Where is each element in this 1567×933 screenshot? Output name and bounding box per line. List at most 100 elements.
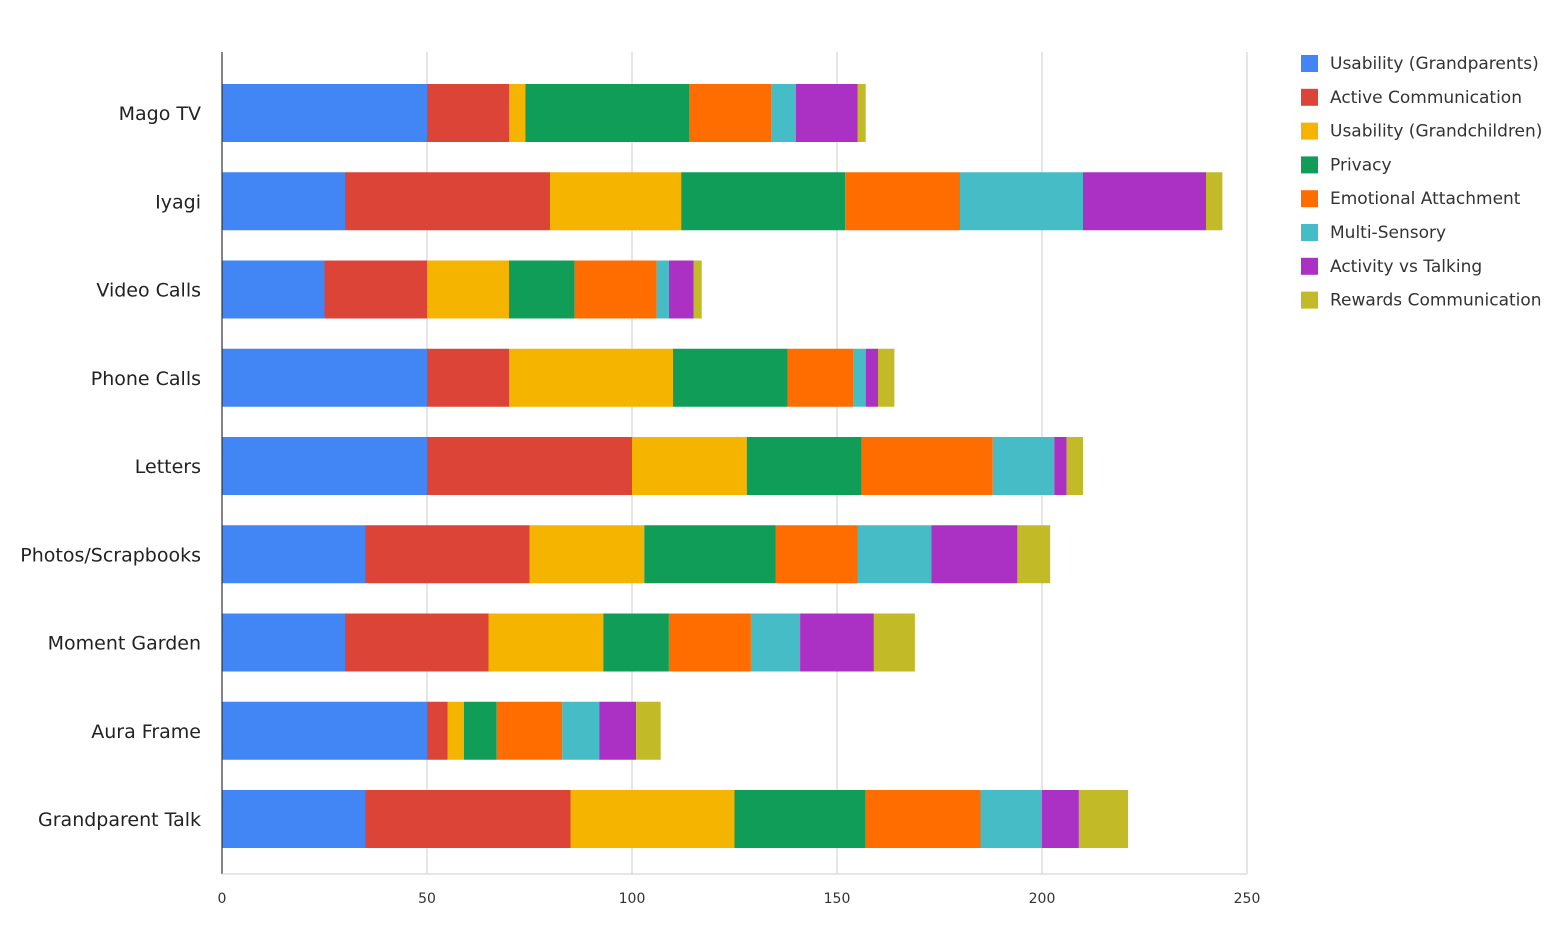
category-label: Grandparent Talk xyxy=(38,809,201,831)
bar-photos-scrapbooks-rewards-communication xyxy=(1017,525,1051,584)
legend-label-usability-grandchildren: Usability (Grandchildren) xyxy=(1330,122,1542,142)
bar-aura-frame-usability-grandparents xyxy=(222,701,427,760)
bar-video-calls-active-communication xyxy=(324,260,427,319)
bar-video-calls-multi-sensory xyxy=(656,260,669,319)
bar-mago-tv-usability-grandchildren xyxy=(509,84,526,142)
bar-grandparent-talk-multi-sensory xyxy=(980,790,1042,848)
bar-iyagi-usability-grandparents xyxy=(222,172,345,231)
bar-photos-scrapbooks-privacy xyxy=(644,525,776,584)
bar-mago-tv-privacy xyxy=(525,84,690,142)
bar-moment-garden-emotional-attachment xyxy=(668,613,751,672)
bar-aura-frame-activity-vs-talking xyxy=(599,701,637,760)
bar-grandparent-talk-active-communication xyxy=(365,790,571,848)
x-tick-labels: 0 50 100 150 200 250 xyxy=(218,891,1261,907)
category-label: Phone Calls xyxy=(91,368,201,390)
legend-swatch-privacy xyxy=(1301,156,1318,174)
bar-grandparent-talk-usability-grandparents xyxy=(222,790,366,848)
bar-video-calls-rewards-communication xyxy=(693,260,702,319)
legend-label-multi-sensory: Multi-Sensory xyxy=(1330,223,1446,243)
legend-label-rewards-communication: Rewards Communication xyxy=(1330,291,1542,311)
bar-letters-usability-grandchildren xyxy=(632,437,747,495)
bar-mago-tv-activity-vs-talking xyxy=(796,84,858,142)
category-label: Video Calls xyxy=(96,280,201,302)
bar-letters-activity-vs-talking xyxy=(1054,437,1067,495)
bar-moment-garden-usability-grandchildren xyxy=(488,613,604,672)
bar-grandparent-talk-activity-vs-talking xyxy=(1042,790,1079,848)
bar-aura-frame-usability-grandchildren xyxy=(447,701,464,760)
x-tick-label: 250 xyxy=(1234,891,1261,907)
bar-video-calls-activity-vs-talking xyxy=(668,260,694,319)
bar-aura-frame-active-communication xyxy=(427,701,448,760)
category-label: Iyagi xyxy=(155,191,201,213)
bar-mago-tv-usability-grandparents xyxy=(222,84,427,142)
x-tick-label: 50 xyxy=(418,891,436,907)
bar-photos-scrapbooks-activity-vs-talking xyxy=(931,525,1018,584)
bar-grandparent-talk-usability-grandchildren xyxy=(570,790,735,848)
bar-phone-calls-active-communication xyxy=(427,348,509,407)
bar-phone-calls-emotional-attachment xyxy=(787,348,854,407)
category-label: Mago TV xyxy=(119,103,201,125)
bar-moment-garden-active-communication xyxy=(345,613,489,672)
bar-mago-tv-multi-sensory xyxy=(771,84,796,142)
bar-iyagi-activity-vs-talking xyxy=(1083,172,1206,231)
bar-iyagi-active-communication xyxy=(345,172,550,231)
legend-label-privacy: Privacy xyxy=(1330,155,1392,175)
bar-moment-garden-activity-vs-talking xyxy=(800,613,874,672)
legend-label-usability-grandparents: Usability (Grandparents) xyxy=(1330,54,1539,74)
x-tick-label: 100 xyxy=(619,891,646,907)
bar-grandparent-talk-emotional-attachment xyxy=(865,790,981,848)
bar-photos-scrapbooks-multi-sensory xyxy=(857,525,932,584)
bar-moment-garden-usability-grandparents xyxy=(222,613,345,672)
bar-aura-frame-privacy xyxy=(463,701,497,760)
bar-video-calls-privacy xyxy=(509,260,575,319)
bar-phone-calls-usability-grandchildren xyxy=(509,348,673,407)
bars xyxy=(222,84,1223,848)
legend-label-emotional-attachment: Emotional Attachment xyxy=(1330,189,1521,209)
bar-phone-calls-activity-vs-talking xyxy=(865,348,878,407)
category-label: Letters xyxy=(135,456,201,478)
legend-swatch-emotional-attachment xyxy=(1301,190,1318,208)
legend-label-active-communication: Active Communication xyxy=(1330,88,1522,108)
bar-moment-garden-multi-sensory xyxy=(750,613,801,672)
bar-video-calls-usability-grandparents xyxy=(222,260,325,319)
category-label: Photos/Scrapbooks xyxy=(20,544,201,566)
bar-iyagi-multi-sensory xyxy=(960,172,1083,231)
bar-photos-scrapbooks-emotional-attachment xyxy=(775,525,858,584)
bar-photos-scrapbooks-usability-grandparents xyxy=(222,525,366,584)
bar-photos-scrapbooks-usability-grandchildren xyxy=(529,525,645,584)
bar-phone-calls-privacy xyxy=(673,348,788,407)
legend-swatch-activity-vs-talking xyxy=(1301,257,1318,275)
bar-phone-calls-rewards-communication xyxy=(878,348,895,407)
bar-video-calls-emotional-attachment xyxy=(574,260,657,319)
bar-mago-tv-emotional-attachment xyxy=(689,84,772,142)
legend-swatch-usability-grandparents xyxy=(1301,55,1318,72)
legend-swatch-active-communication xyxy=(1301,88,1318,106)
legend: Usability (Grandparents) Active Communica… xyxy=(1301,54,1542,311)
bar-letters-multi-sensory xyxy=(992,437,1055,495)
x-tick-label: 0 xyxy=(218,891,227,907)
bar-grandparent-talk-privacy xyxy=(734,790,866,848)
bar-letters-rewards-communication xyxy=(1066,437,1083,495)
bar-video-calls-usability-grandchildren xyxy=(427,260,509,319)
bar-moment-garden-privacy xyxy=(603,613,669,672)
bar-phone-calls-multi-sensory xyxy=(853,348,866,407)
bar-photos-scrapbooks-active-communication xyxy=(365,525,530,584)
legend-swatch-usability-grandchildren xyxy=(1301,122,1318,140)
bar-letters-emotional-attachment xyxy=(861,437,993,495)
axes xyxy=(221,52,1247,875)
bar-mago-tv-active-communication xyxy=(427,84,509,142)
bar-iyagi-privacy xyxy=(681,172,846,231)
bar-aura-frame-rewards-communication xyxy=(636,701,661,760)
x-tick-label: 200 xyxy=(1029,891,1056,907)
legend-label-activity-vs-talking: Activity vs Talking xyxy=(1330,257,1482,277)
bar-mago-tv-rewards-communication xyxy=(857,84,866,142)
bar-iyagi-emotional-attachment xyxy=(845,172,960,231)
bar-iyagi-usability-grandchildren xyxy=(550,172,682,231)
legend-swatch-rewards-communication xyxy=(1301,291,1318,309)
bar-aura-frame-multi-sensory xyxy=(562,701,600,760)
category-label: Aura Frame xyxy=(91,721,201,743)
bar-grandparent-talk-rewards-communication xyxy=(1078,790,1129,848)
bar-letters-active-communication xyxy=(427,437,632,495)
legend-swatch-multi-sensory xyxy=(1301,224,1318,241)
